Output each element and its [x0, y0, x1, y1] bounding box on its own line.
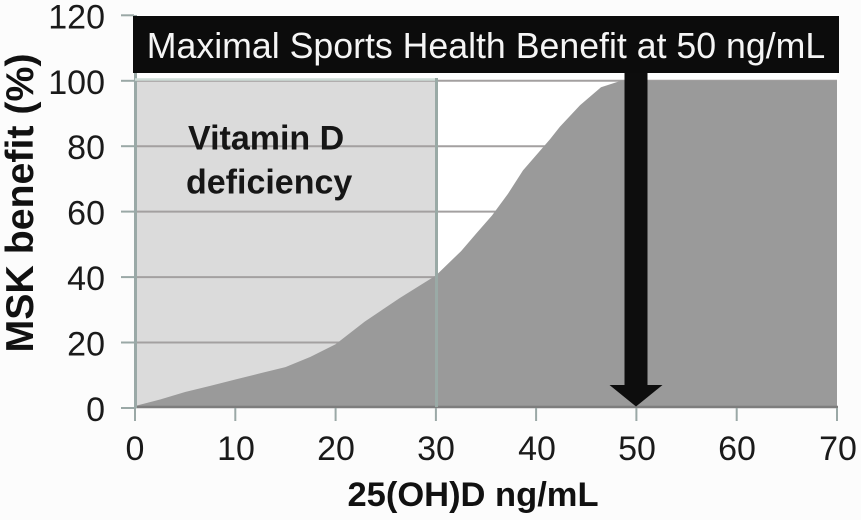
svg-text:0: 0: [126, 430, 145, 468]
svg-text:40: 40: [518, 430, 556, 468]
svg-text:60: 60: [67, 195, 105, 233]
svg-text:10: 10: [217, 430, 255, 468]
svg-text:100: 100: [48, 64, 105, 102]
svg-text:60: 60: [718, 430, 756, 468]
svg-text:20: 20: [317, 430, 355, 468]
svg-text:25(OH)D ng/mL: 25(OH)D ng/mL: [347, 476, 598, 514]
svg-text:120: 120: [48, 0, 105, 36]
svg-text:20: 20: [67, 326, 105, 364]
svg-text:Vitamin D: Vitamin D: [188, 120, 344, 158]
svg-text:30: 30: [417, 430, 455, 468]
svg-text:Maximal Sports Health Benefit: Maximal Sports Health Benefit at 50 ng/m…: [147, 26, 825, 66]
svg-text:70: 70: [819, 430, 857, 468]
svg-text:MSK benefit (%): MSK benefit (%): [0, 53, 42, 352]
svg-text:0: 0: [86, 391, 105, 429]
svg-text:50: 50: [618, 430, 656, 468]
svg-text:80: 80: [67, 129, 105, 167]
svg-text:deficiency: deficiency: [186, 164, 352, 202]
svg-text:40: 40: [67, 260, 105, 298]
